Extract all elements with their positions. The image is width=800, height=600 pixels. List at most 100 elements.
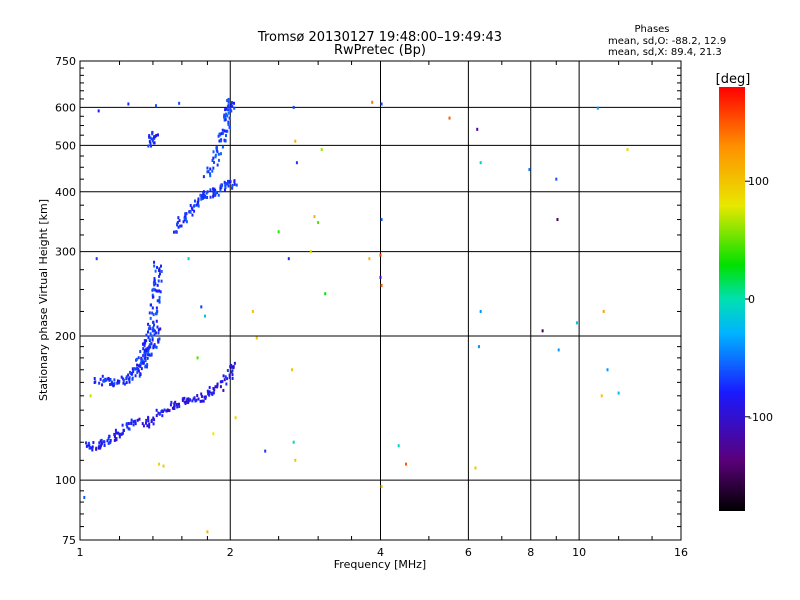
data-point [287, 257, 290, 261]
data-point [277, 230, 280, 234]
data-point [224, 108, 227, 112]
data-point [139, 361, 142, 365]
data-point [158, 274, 161, 278]
data-point [152, 313, 155, 317]
data-point [232, 366, 235, 370]
data-point [204, 395, 207, 399]
data-point [150, 334, 153, 338]
data-point [186, 397, 189, 401]
data-point [151, 295, 154, 299]
data-point [145, 339, 148, 343]
data-point [101, 374, 104, 378]
data-point [141, 358, 144, 362]
data-point [206, 190, 209, 194]
data-point [191, 208, 194, 212]
data-point [234, 416, 237, 420]
data-point [87, 441, 90, 445]
data-point [98, 441, 101, 445]
data-point [83, 495, 86, 499]
data-point [231, 186, 234, 190]
y-tick-label: 300 [55, 246, 76, 259]
data-point [163, 408, 166, 412]
data-point [225, 112, 228, 116]
data-point [103, 443, 106, 447]
data-point [92, 441, 95, 445]
data-point [109, 440, 112, 444]
data-point [147, 353, 150, 357]
data-point [368, 257, 371, 261]
data-point [130, 418, 133, 422]
data-point [162, 464, 165, 468]
data-point [113, 381, 116, 385]
data-point [222, 374, 225, 378]
data-point [89, 446, 92, 450]
data-point [166, 409, 169, 413]
data-point [130, 371, 133, 375]
data-point [379, 253, 382, 257]
data-point [202, 399, 205, 403]
data-point [179, 224, 182, 228]
data-point [103, 440, 106, 444]
data-point [221, 145, 224, 149]
data-point [219, 385, 222, 389]
data-point [479, 309, 482, 313]
data-point [165, 409, 168, 413]
data-point [143, 349, 146, 353]
data-point [602, 309, 605, 313]
data-point [174, 400, 177, 404]
data-point [476, 127, 479, 131]
data-point [153, 343, 156, 347]
data-point [160, 269, 163, 273]
data-point [161, 414, 164, 418]
data-point [125, 422, 128, 426]
data-point [184, 212, 187, 216]
x-tick-label: 2 [227, 546, 234, 559]
data-point [190, 206, 193, 210]
data-point [160, 279, 163, 283]
data-point [222, 131, 225, 135]
data-point [99, 444, 102, 448]
data-point [109, 378, 112, 382]
data-point [156, 133, 159, 137]
data-point [212, 150, 215, 154]
data-point [148, 425, 151, 429]
data-point [142, 354, 145, 358]
data-point [229, 180, 232, 184]
y-axis-ticks: 75 100 200 300 400 500 600 750 [55, 55, 681, 547]
data-point [230, 101, 233, 105]
data-point [197, 204, 200, 208]
data-point [148, 325, 151, 329]
data-point [121, 423, 124, 427]
data-point [193, 396, 196, 400]
data-point [214, 385, 217, 389]
data-point [141, 422, 144, 426]
data-point [324, 292, 327, 296]
data-point [213, 191, 216, 195]
data-point [173, 230, 176, 234]
data-point [88, 443, 91, 447]
data-point [189, 210, 192, 214]
data-point [146, 356, 149, 360]
data-point [137, 356, 140, 360]
data-point [212, 391, 215, 395]
data-point [147, 419, 150, 423]
data-point [212, 194, 215, 198]
data-point [108, 378, 111, 382]
data-point [225, 182, 228, 186]
data-point [215, 146, 218, 150]
data-point [153, 418, 156, 422]
data-point [320, 148, 323, 152]
data-point [152, 344, 155, 348]
data-point [97, 109, 100, 113]
data-point [131, 376, 134, 380]
data-point [150, 342, 153, 346]
data-point [139, 372, 142, 376]
data-point [182, 220, 185, 224]
data-point [233, 179, 236, 183]
data-point [169, 403, 172, 407]
data-point [109, 382, 112, 386]
data-point [170, 400, 173, 404]
data-point [229, 365, 232, 369]
data-point [156, 338, 159, 342]
